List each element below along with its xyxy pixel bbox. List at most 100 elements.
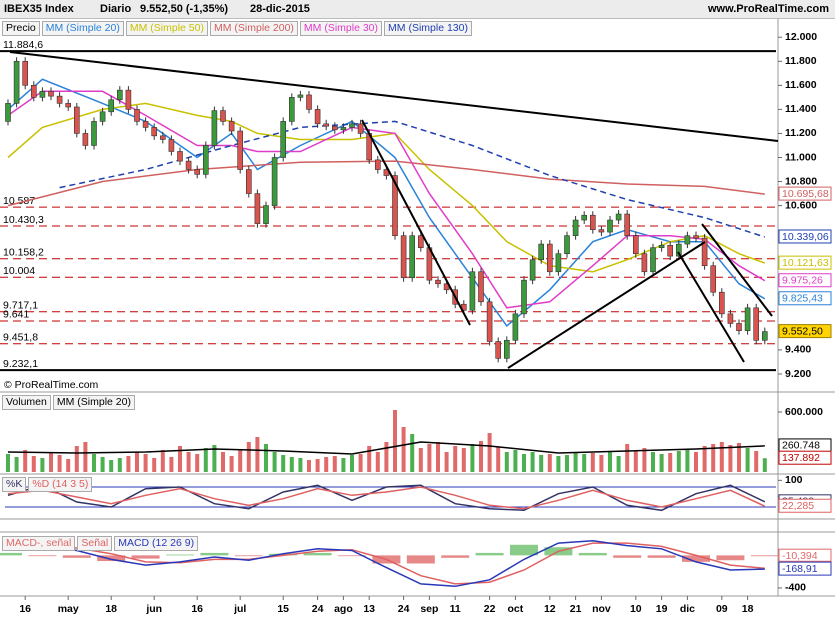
candle bbox=[314, 109, 321, 125]
line bbox=[7, 441, 765, 455]
level-label: 10.158,2 bbox=[3, 247, 44, 259]
candle bbox=[134, 109, 140, 122]
volume-bar bbox=[152, 458, 157, 472]
candle bbox=[684, 235, 691, 245]
y-tick-label: -400 bbox=[785, 582, 806, 594]
candle bbox=[246, 169, 252, 194]
volume-bar bbox=[719, 442, 724, 472]
volume-bar bbox=[470, 444, 475, 472]
symbol: IBEX35 Index bbox=[4, 3, 74, 15]
volume-bar bbox=[298, 458, 303, 472]
legend-entry: %D (14 3 5) bbox=[28, 477, 93, 492]
line bbox=[7, 486, 766, 510]
volume-bar bbox=[487, 433, 492, 472]
y-tick-label: 11.800 bbox=[785, 55, 817, 67]
candle bbox=[168, 139, 175, 152]
volume-bar bbox=[307, 460, 311, 472]
x-tick-label: 11 bbox=[450, 603, 461, 615]
date: 28-dic-2015 bbox=[250, 3, 310, 15]
legend-entry: %K bbox=[2, 477, 27, 492]
level-label: 10.587 bbox=[3, 195, 35, 207]
candle bbox=[589, 214, 596, 230]
volume-bar bbox=[668, 453, 673, 472]
volume-bar bbox=[83, 442, 88, 472]
x-tick-label: 13 bbox=[363, 603, 375, 615]
candle bbox=[323, 123, 330, 127]
macd-bar bbox=[131, 555, 160, 559]
volume-bar bbox=[582, 454, 587, 472]
volume-bar bbox=[229, 456, 234, 472]
volume-bar bbox=[410, 434, 415, 472]
volume-bar bbox=[246, 442, 251, 472]
x-tick-label: 15 bbox=[277, 603, 289, 615]
x-tick-label: 12 bbox=[544, 603, 556, 615]
legend-entry: Precio bbox=[2, 21, 40, 36]
candle bbox=[710, 265, 717, 293]
candle bbox=[203, 145, 209, 175]
candle bbox=[91, 121, 97, 146]
volume-bar bbox=[375, 452, 380, 472]
volume-bar bbox=[444, 452, 449, 472]
candle bbox=[658, 244, 665, 248]
macd-bar bbox=[62, 555, 91, 558]
volume-bar bbox=[143, 454, 148, 472]
volume-bar bbox=[685, 450, 690, 472]
value-label-box bbox=[778, 498, 832, 513]
macd-bar bbox=[475, 552, 504, 556]
x-tick-label: 19 bbox=[656, 603, 668, 615]
y-tick-label: 11.200 bbox=[785, 127, 817, 139]
candle bbox=[194, 169, 200, 175]
y-tick-label: 9.400 bbox=[785, 344, 811, 356]
candle bbox=[5, 103, 11, 122]
candle bbox=[538, 243, 545, 261]
volume-bar bbox=[109, 460, 114, 472]
candle bbox=[564, 235, 570, 255]
volume-bar bbox=[74, 446, 79, 472]
value-label: 22,285 bbox=[782, 500, 814, 512]
volume-bar bbox=[590, 453, 595, 472]
trend-line bbox=[677, 251, 745, 363]
header: IBEX35 Index Diario 9.552,50 (-1,35%) 28… bbox=[0, 0, 835, 19]
macd-bar bbox=[510, 544, 538, 556]
value-label-box bbox=[778, 229, 832, 244]
volume-bar bbox=[522, 454, 526, 472]
line bbox=[7, 539, 765, 588]
legend-entry: MM (Simple 20) bbox=[52, 395, 135, 410]
y-tick-label: 11.400 bbox=[785, 103, 817, 115]
macd-bar bbox=[647, 555, 676, 558]
candle bbox=[177, 151, 183, 162]
volume-bar bbox=[315, 459, 320, 472]
volume-bar bbox=[625, 444, 630, 472]
candle bbox=[607, 219, 613, 233]
volume-bar bbox=[324, 457, 329, 472]
macd-bar bbox=[716, 555, 745, 561]
volume-bar bbox=[513, 450, 518, 472]
legend-entry: MM (Simple 200) bbox=[209, 21, 298, 36]
x-tick-label: jun bbox=[145, 603, 162, 615]
value-label-box bbox=[778, 291, 832, 306]
volume-bar bbox=[453, 446, 458, 472]
volume-bar bbox=[186, 452, 191, 472]
level-label: 10.004 bbox=[3, 265, 35, 277]
macd-bar bbox=[97, 555, 126, 562]
x-tick-label: 24 bbox=[398, 603, 410, 615]
line bbox=[7, 78, 766, 327]
volume-bar bbox=[169, 457, 174, 472]
candle bbox=[624, 213, 631, 236]
candle bbox=[667, 244, 674, 257]
volume-bar bbox=[350, 455, 354, 472]
frame bbox=[0, 18, 835, 597]
candle bbox=[675, 243, 682, 257]
volume-bar bbox=[384, 442, 389, 472]
candle bbox=[117, 89, 123, 101]
macd-bar bbox=[303, 552, 332, 556]
candle bbox=[503, 340, 510, 359]
level-label: 9.451,8 bbox=[3, 331, 38, 343]
volume-bar bbox=[203, 448, 208, 472]
x-tick-label: 21 bbox=[570, 603, 582, 615]
volume-bar bbox=[160, 450, 165, 472]
candle bbox=[151, 127, 157, 137]
candle bbox=[22, 60, 29, 86]
trend-line bbox=[701, 223, 773, 317]
